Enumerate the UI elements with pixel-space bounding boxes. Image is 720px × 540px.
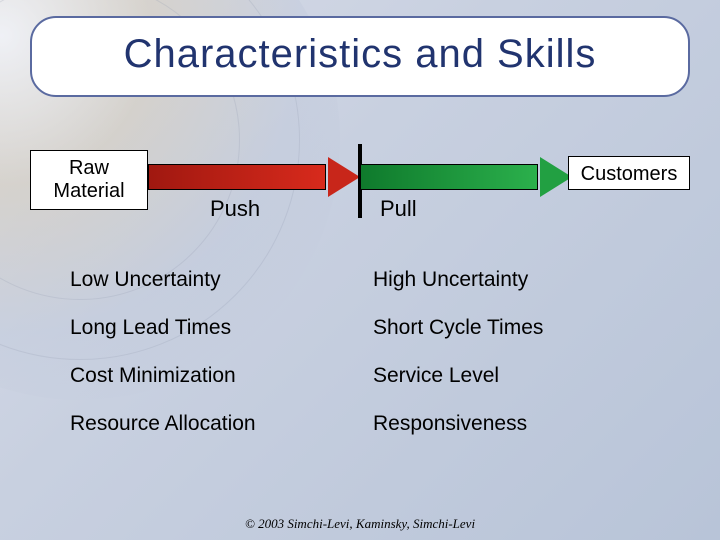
box-raw-material: Raw Material [30,150,148,210]
box-right-label: Customers [581,163,678,185]
list-item: Long Lead Times [70,316,365,340]
pull-column: High Uncertainty Short Cycle Times Servi… [365,268,660,460]
list-item: Low Uncertainty [70,268,365,292]
characteristics-columns: Low Uncertainty Long Lead Times Cost Min… [70,268,660,460]
list-item: Resource Allocation [70,412,365,436]
list-item: High Uncertainty [365,268,660,292]
pull-arrow [360,164,570,190]
push-arrow-head [328,157,360,197]
box-left-line2: Material [53,180,124,202]
push-arrow-body [148,164,326,190]
list-item: Service Level [365,364,660,388]
page-title: Characteristics and Skills [52,32,668,77]
pull-label: Pull [380,196,417,222]
push-pull-diagram: Raw Material Customers Push Pull [30,140,690,260]
list-item: Responsiveness [365,412,660,436]
slide: Characteristics and Skills Raw Material … [0,0,720,540]
title-card: Characteristics and Skills [30,16,690,97]
push-arrow [148,164,358,190]
box-left-line1: Raw [69,157,109,179]
copyright-footer: © 2003 Simchi-Levi, Kaminsky, Simchi-Lev… [0,516,720,532]
pull-arrow-body [360,164,538,190]
list-item: Short Cycle Times [365,316,660,340]
push-label: Push [210,196,260,222]
box-customers: Customers [568,156,690,190]
push-column: Low Uncertainty Long Lead Times Cost Min… [70,268,365,460]
list-item: Cost Minimization [70,364,365,388]
